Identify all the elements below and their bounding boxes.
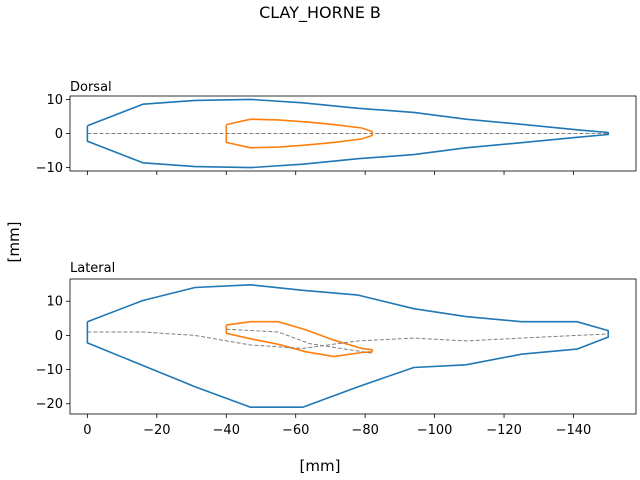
lateral-panel-title: Lateral (70, 261, 115, 276)
lateral-ytick-label: −20 (36, 397, 63, 412)
dorsal-ytick-label: 10 (46, 93, 63, 108)
dorsal-ytick-label: −10 (36, 161, 63, 176)
lateral-axes-frame (69, 278, 637, 415)
lateral-ytick-label: 0 (55, 329, 63, 344)
lateral-xtick-label: −140 (556, 423, 592, 438)
lateral-panel: Lateral 0 −20 −40 −60 −80 −100 −120 −140−20−100… (36, 261, 637, 438)
dorsal-ytick-label: 0 (55, 127, 63, 142)
lateral-outline-line-0 (86, 283, 610, 409)
figure-title: CLAY_HORNE B (259, 3, 381, 23)
lateral-inner-line-1 (225, 320, 373, 358)
dorsal-inner-line-1 (225, 118, 373, 149)
lateral-xtick-label: −20 (143, 423, 170, 438)
lateral-xtick-label: −120 (486, 423, 522, 438)
dorsal-outline-line-0 (86, 98, 610, 169)
lateral-ytick-label: −10 (36, 363, 63, 378)
lateral-xtick-label: −80 (351, 423, 378, 438)
dorsal-series-group (86, 98, 610, 169)
x-axis-label: [mm] (300, 457, 341, 475)
lateral-midline-line-3 (226, 328, 373, 354)
lateral-xtick-label: −60 (282, 423, 309, 438)
lateral-ytick-label: 10 (46, 295, 63, 310)
dorsal-ticks: −10 0 10 (36, 93, 574, 176)
lateral-xtick-label: −40 (213, 423, 240, 438)
dorsal-panel-title: Dorsal (70, 80, 112, 95)
lateral-series-group (86, 283, 610, 409)
lateral-xtick-label: 0 (83, 423, 91, 438)
lateral-xtick-label: −100 (417, 423, 453, 438)
dorsal-panel: Dorsal −10 0 10 (36, 80, 637, 176)
y-axis-label: [mm] (5, 222, 23, 263)
lateral-midline-line-2 (87, 331, 609, 349)
